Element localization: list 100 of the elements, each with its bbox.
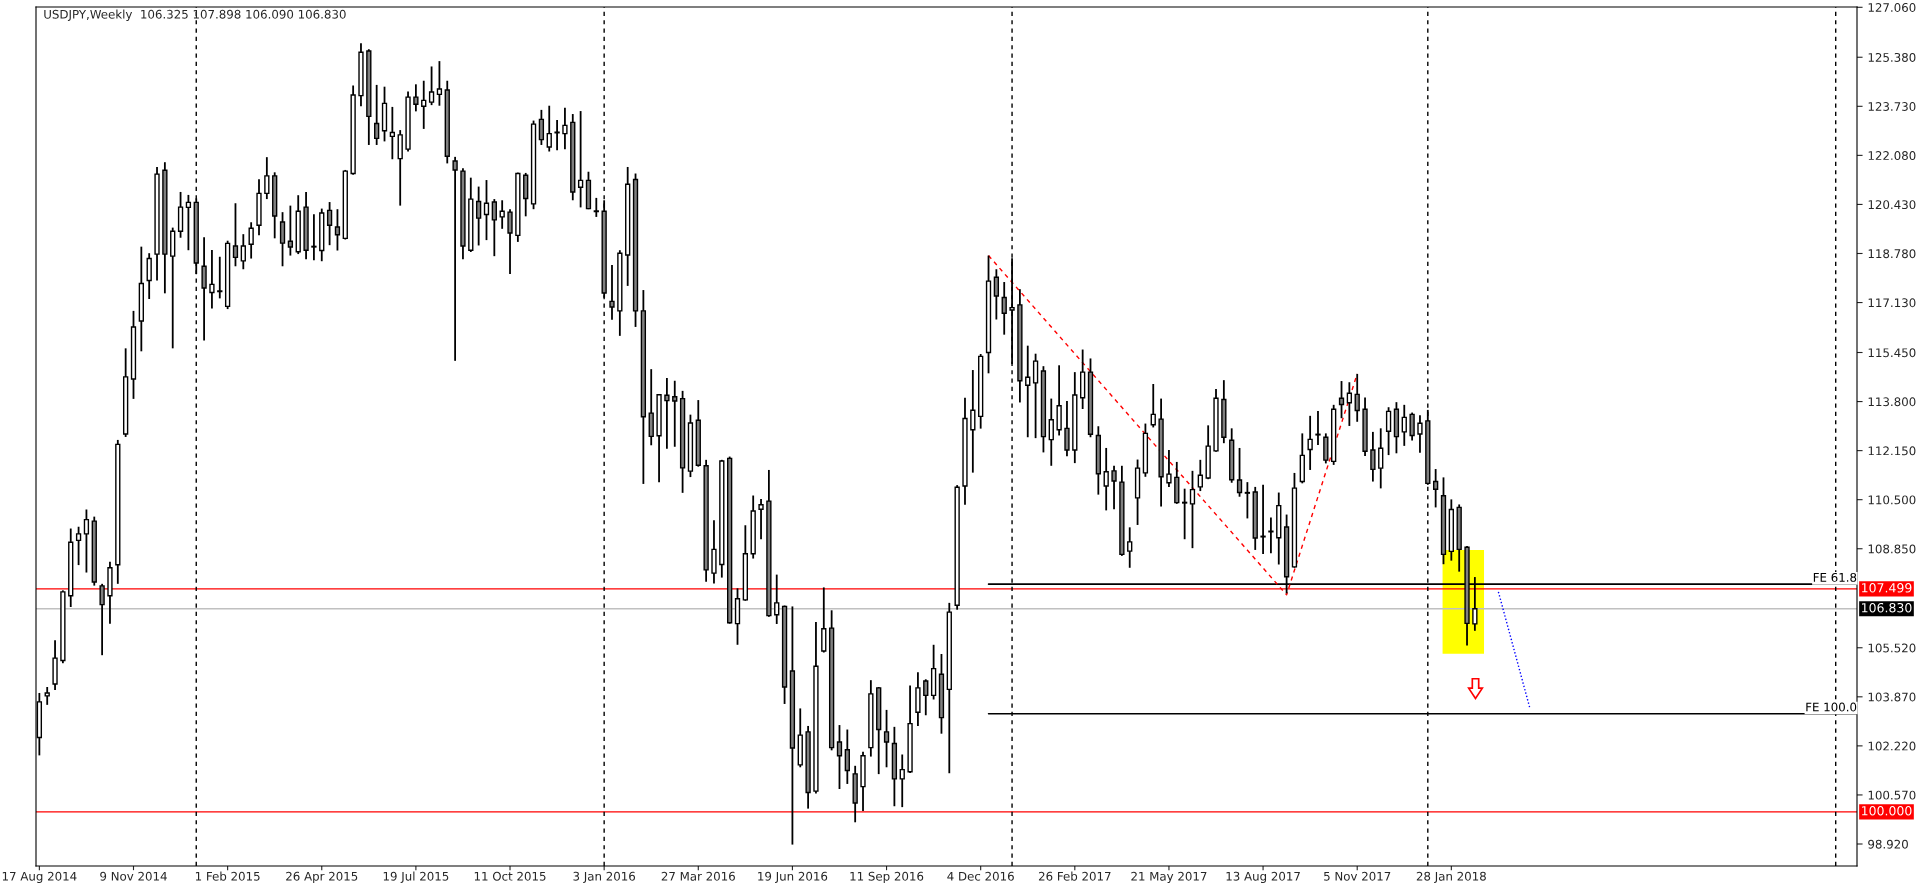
candlestick — [397, 129, 403, 207]
x-tick-label: 13 Aug 2017 — [1226, 871, 1300, 883]
candlestick — [1354, 373, 1360, 423]
candlestick — [774, 573, 780, 625]
candlestick — [334, 208, 341, 252]
candlestick — [1370, 430, 1376, 483]
x-tick-label: 27 Mar 2016 — [661, 871, 735, 881]
x-tick-label: 19 Jul 2015 — [383, 871, 449, 883]
y-tick-label: 103.870 — [1868, 692, 1916, 702]
candlestick — [648, 368, 654, 447]
candlestick — [1409, 411, 1415, 442]
candlestick — [1378, 427, 1384, 490]
candlestick — [83, 508, 90, 574]
x-tick-label: 28 Jan 2018 — [1416, 871, 1486, 883]
candlestick — [1189, 469, 1196, 550]
x-tick-label: 26 Apr 2015 — [286, 871, 358, 883]
x-tick-label: 11 Oct 2015 — [474, 871, 546, 881]
chart-title: USDJPY,Weekly 106.325 107.898 106.090 106.830 — [44, 9, 346, 21]
candlestick — [1338, 380, 1345, 420]
x-tick-label: 26 Feb 2017 — [1038, 871, 1111, 881]
candlestick — [1103, 447, 1109, 512]
y-tick-label: 113.800 — [1868, 397, 1916, 407]
candlestick — [609, 264, 615, 321]
candlestick — [1197, 458, 1203, 492]
candlestick — [185, 194, 192, 252]
y-tick-label: 98.920 — [1868, 839, 1908, 849]
y-tick-label: 110.500 — [1868, 495, 1916, 505]
candlestick — [1323, 432, 1329, 465]
candlestick — [993, 268, 1000, 321]
candlestick — [483, 179, 490, 242]
candlestick — [1315, 410, 1321, 446]
x-tick-label: 5 Nov 2017 — [1324, 871, 1391, 881]
candlestick — [758, 498, 764, 541]
ref-line-label: 106.830 — [1862, 602, 1912, 613]
candlestick — [428, 65, 435, 107]
candlestick — [1260, 483, 1266, 556]
candlestick — [491, 198, 497, 258]
candlestick — [217, 255, 223, 300]
candlestick — [672, 379, 678, 448]
candlestick — [1166, 449, 1172, 488]
candlestick — [1236, 447, 1243, 498]
x-tick-label: 21 May 2017 — [1131, 871, 1207, 883]
candlestick — [711, 519, 717, 585]
y-tick-label: 118.780 — [1868, 249, 1916, 259]
candlestick — [1385, 406, 1392, 456]
candlestick — [1432, 468, 1439, 509]
candlestick — [421, 79, 427, 130]
candlestick — [1150, 383, 1156, 429]
candlestick — [593, 196, 599, 218]
series-label: FE 100.0 — [1806, 702, 1857, 712]
candlestick — [577, 110, 584, 209]
candlestick — [475, 185, 482, 247]
candlestick — [287, 204, 294, 257]
candlestick — [146, 252, 152, 300]
candlestick — [452, 155, 458, 362]
candlestick — [1025, 344, 1031, 439]
candlestick — [923, 678, 929, 717]
candlestick — [311, 213, 317, 262]
candlestick — [499, 199, 505, 230]
candlestick — [99, 582, 105, 657]
x-tick-label: 19 Jun 2016 — [758, 871, 828, 883]
candlestick — [1048, 397, 1054, 467]
candlestick — [821, 586, 827, 654]
y-tick-label: 120.430 — [1868, 200, 1916, 210]
y-tick-label: 108.850 — [1868, 544, 1916, 554]
candlestick — [970, 369, 976, 474]
candlestick — [413, 83, 419, 113]
candlestick — [844, 728, 850, 785]
y-tick-label: 123.730 — [1868, 102, 1916, 111]
candlestick — [836, 724, 843, 790]
candlestick — [899, 753, 905, 809]
x-tick-label: 11 Sep 2016 — [850, 871, 924, 883]
candlestick — [232, 202, 239, 268]
x-tick-label: 9 Nov 2014 — [100, 871, 167, 881]
candlestick — [389, 105, 396, 161]
candlestick — [75, 525, 82, 567]
candlestick — [1181, 487, 1188, 541]
y-tick-label: 125.380 — [1868, 52, 1916, 62]
candlestick — [1127, 526, 1133, 569]
candlestick — [664, 377, 670, 450]
candlestick — [264, 156, 270, 200]
y-tick-label: 122.080 — [1868, 151, 1916, 161]
x-tick-label: 4 Dec 2016 — [947, 871, 1014, 881]
candlestick — [436, 60, 443, 107]
candlestick — [562, 106, 568, 151]
candlestick — [554, 119, 560, 152]
candlestick — [507, 208, 513, 275]
y-tick-label: 127.060 — [1868, 3, 1916, 12]
candlestick — [279, 211, 286, 268]
y-tick-label: 115.450 — [1868, 348, 1916, 358]
candlestick — [1111, 464, 1117, 511]
candlestick — [883, 708, 890, 769]
candlestick — [523, 172, 529, 218]
series-label: FE 61.8 — [1813, 572, 1857, 582]
x-tick-label: 17 Aug 2014 — [2, 871, 77, 883]
y-tick-label: 105.520 — [1868, 643, 1916, 653]
candlestick — [1401, 403, 1407, 447]
candlestick — [248, 221, 254, 260]
candlestick — [1417, 414, 1423, 454]
ref-line-label: 100.000 — [1862, 806, 1912, 816]
